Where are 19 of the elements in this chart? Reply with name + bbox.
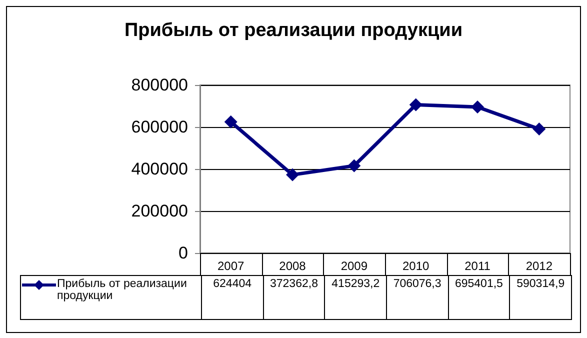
x-tick-label: 2011 <box>464 259 491 273</box>
y-tick-label: 0 <box>178 244 188 262</box>
x-tick-label: 2009 <box>340 259 368 273</box>
data-label: 695401,5 <box>448 276 510 320</box>
x-tick-label: 2007 <box>217 259 245 273</box>
y-tick-label: 400000 <box>131 160 188 178</box>
y-tick-label: 600000 <box>131 118 188 136</box>
data-label: 624404 <box>202 276 264 320</box>
x-tick-label: 2012 <box>526 259 553 273</box>
y-tick-label: 800000 <box>131 76 188 94</box>
x-tick-label: 2010 <box>402 259 430 273</box>
chart-title: Прибыль от реализации продукции <box>124 20 463 41</box>
data-label: 372362,8 <box>263 276 325 320</box>
x-tick-label: 2008 <box>279 259 306 273</box>
legend-label: Прибыль от реализации продукции <box>57 278 187 302</box>
data-label: 706076,3 <box>386 276 448 320</box>
data-label: 590314,9 <box>510 276 572 320</box>
data-label: 415293,2 <box>324 276 386 320</box>
y-tick-label: 200000 <box>131 202 188 220</box>
